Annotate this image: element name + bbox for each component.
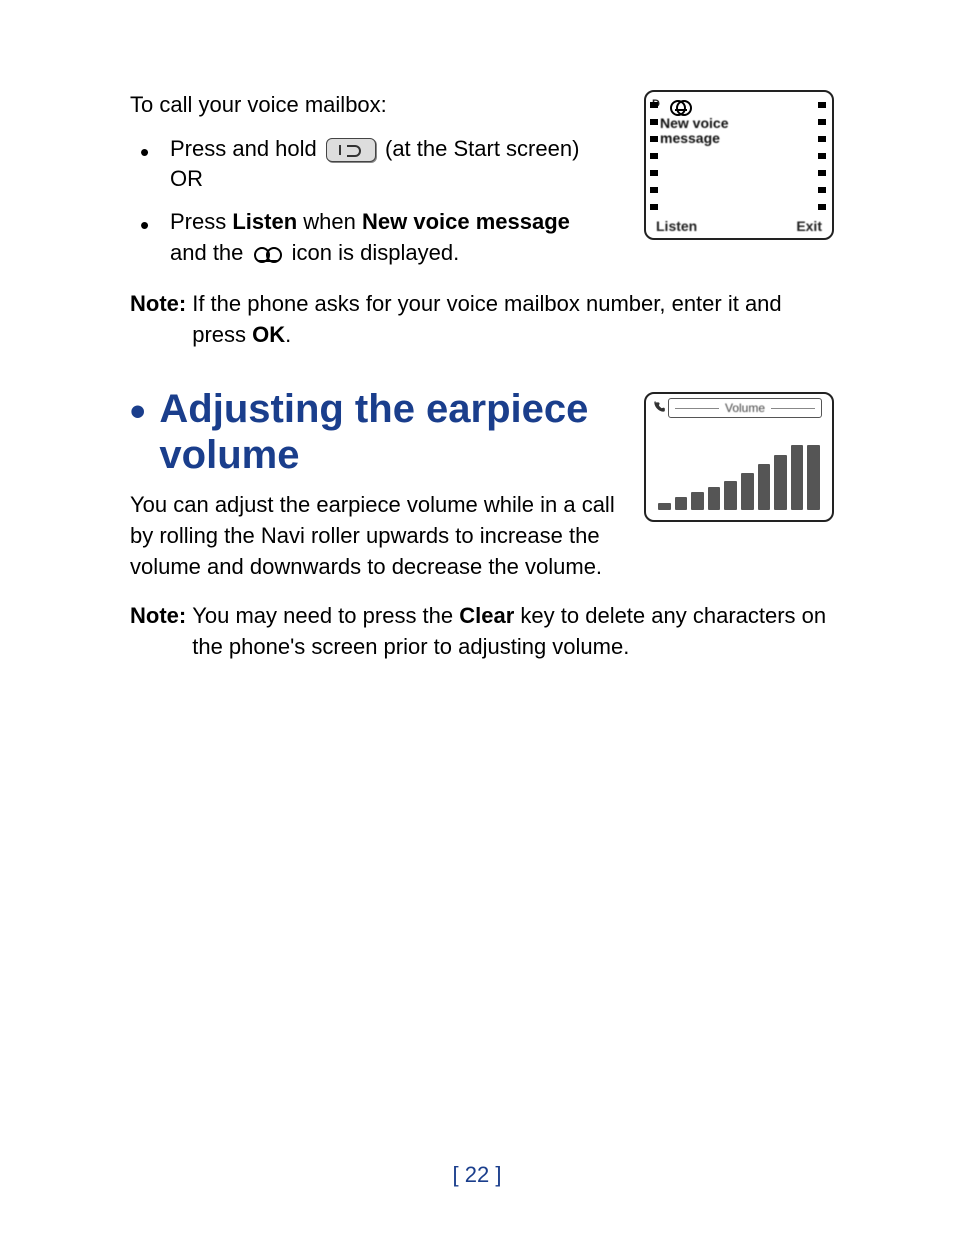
b2-t3: and the [170, 240, 250, 265]
lcd-message: New voice message [660, 116, 728, 147]
note2-label: Note: [130, 601, 186, 663]
bullet-1-or: OR [170, 166, 203, 191]
lcd-msg-line2: message [660, 130, 720, 146]
volume-bar [724, 481, 737, 511]
bullet-1-post1: (at the Start screen) [385, 136, 579, 161]
volume-bar [774, 455, 787, 511]
phone-screen-voicemail: D New voice message Listen Exit [644, 90, 834, 240]
lcd-softkey-right: Exit [796, 218, 822, 234]
tape-icon [254, 247, 282, 261]
note-1: Note: If the phone asks for your voice m… [130, 289, 834, 351]
note2-a: You may need to press the [192, 603, 459, 628]
note1-label: Note: [130, 289, 186, 351]
volume-bar [807, 445, 820, 510]
volume-title-box: Volume [668, 398, 822, 418]
volume-bar [675, 497, 688, 510]
manual-page: To call your voice mailbox: Press and ho… [0, 0, 954, 1248]
signal-bars-left [650, 102, 660, 210]
b2-t2: when [297, 209, 362, 234]
section-heading: Adjusting the earpiece volume [159, 386, 624, 478]
volume-bar [658, 503, 671, 511]
note1-b: . [285, 322, 291, 347]
lcd-msg-line1: New voice [660, 115, 728, 131]
section-paragraph: You can adjust the earpiece volume while… [130, 490, 624, 582]
volume-bar [691, 492, 704, 510]
intro-text: To call your voice mailbox: [130, 90, 626, 120]
note1-bold: OK [252, 322, 285, 347]
tape-icon-small [670, 100, 692, 110]
note1-body: If the phone asks for your voice mailbox… [192, 289, 834, 351]
voicemail-key-icon [326, 138, 376, 162]
page-number: [ 22 ] [0, 1162, 954, 1188]
handset-icon [652, 398, 666, 416]
battery-bars-right [818, 102, 828, 210]
heading-bullet-icon: • [130, 390, 145, 434]
b2-b2: New voice message [362, 209, 570, 234]
b2-t4: icon is displayed. [292, 240, 460, 265]
bullet-1: Press and hold (at the Start screen) OR [170, 134, 626, 196]
phone-screen-volume: Volume [644, 392, 834, 522]
instruction-list: Press and hold (at the Start screen) OR … [130, 134, 626, 269]
b2-t1: Press [170, 209, 232, 234]
b2-b1: Listen [232, 209, 297, 234]
volume-bar [791, 445, 804, 510]
bullet-1-pre: Press and hold [170, 136, 323, 161]
volume-bar [741, 473, 754, 511]
volume-bars [658, 445, 820, 510]
volume-bar [758, 464, 771, 511]
bullet-2: Press Listen when New voice message and … [170, 207, 626, 269]
note-2: Note: You may need to press the Clear ke… [130, 601, 834, 663]
note2-bold: Clear [459, 603, 514, 628]
note2-body: You may need to press the Clear key to d… [192, 601, 834, 663]
lcd-softkey-left: Listen [656, 218, 697, 234]
volume-bar [708, 487, 721, 510]
volume-title: Volume [725, 401, 765, 415]
